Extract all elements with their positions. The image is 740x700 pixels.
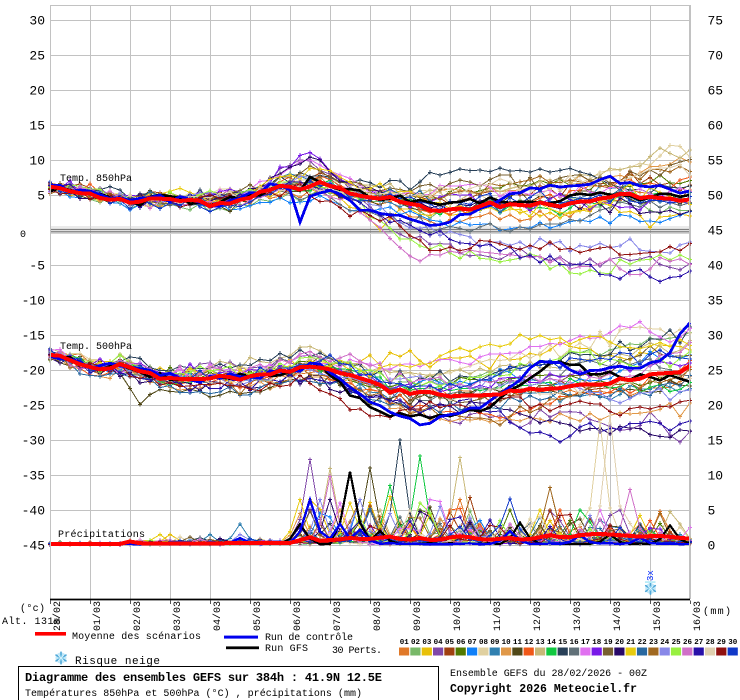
svg-text:03/03: 03/03 — [172, 601, 184, 631]
svg-text:-10: -10 — [22, 294, 45, 309]
svg-text:29: 29 — [717, 639, 727, 647]
svg-text:30: 30 — [728, 639, 738, 647]
svg-text:15: 15 — [558, 639, 568, 647]
svg-text:Run GFS: Run GFS — [265, 644, 308, 655]
svg-text:10: 10 — [502, 639, 512, 647]
svg-text:16: 16 — [570, 639, 580, 647]
svg-text:07: 07 — [468, 639, 477, 647]
svg-text:50: 50 — [708, 189, 724, 204]
svg-text:28: 28 — [706, 639, 716, 647]
svg-text:Temp. 850hPa: Temp. 850hPa — [60, 173, 132, 185]
svg-text:Run de contrôle: Run de contrôle — [265, 632, 353, 644]
svg-text:03: 03 — [422, 639, 432, 647]
svg-text:07/03: 07/03 — [332, 601, 344, 631]
svg-text:22: 22 — [638, 639, 648, 647]
svg-text:-20: -20 — [22, 364, 45, 379]
svg-text:08: 08 — [479, 639, 489, 647]
svg-text:25: 25 — [29, 49, 45, 64]
svg-text:Copyright 2026 Meteociel.fr: Copyright 2026 Meteociel.fr — [450, 683, 637, 696]
svg-text:5: 5 — [708, 504, 716, 519]
svg-text:70: 70 — [708, 49, 724, 64]
svg-text:12/03: 12/03 — [532, 601, 544, 631]
svg-text:15: 15 — [29, 119, 45, 134]
svg-text:55: 55 — [708, 154, 724, 169]
svg-text:01: 01 — [400, 639, 410, 647]
svg-text:25: 25 — [708, 364, 724, 379]
svg-text:10: 10 — [29, 154, 45, 169]
svg-text:Temp. 500hPa: Temp. 500hPa — [60, 341, 132, 353]
svg-text:01/03: 01/03 — [92, 601, 104, 631]
svg-text:-15: -15 — [22, 329, 45, 344]
svg-text:10: 10 — [708, 469, 724, 484]
svg-text:27: 27 — [694, 639, 703, 647]
svg-text:20: 20 — [29, 84, 45, 99]
svg-text:16/03: 16/03 — [692, 601, 704, 631]
svg-text:18: 18 — [592, 639, 602, 647]
svg-text:14/03: 14/03 — [612, 601, 624, 631]
svg-text:24: 24 — [660, 639, 670, 647]
svg-text:Diagramme des ensembles GEFS s: Diagramme des ensembles GEFS sur 384h : … — [25, 671, 382, 685]
svg-text:15: 15 — [708, 434, 724, 449]
svg-text:Alt. 131m: Alt. 131m — [2, 616, 60, 628]
svg-text:30 Perts.: 30 Perts. — [332, 646, 382, 657]
svg-text:0: 0 — [20, 230, 26, 241]
svg-text:-35: -35 — [22, 469, 45, 484]
svg-text:40: 40 — [708, 259, 724, 274]
svg-text:11/03: 11/03 — [492, 601, 504, 631]
svg-text:-25: -25 — [22, 399, 45, 414]
svg-text:12: 12 — [524, 639, 534, 647]
svg-text:45: 45 — [708, 224, 724, 239]
svg-text:30: 30 — [29, 14, 45, 29]
svg-text:21: 21 — [626, 639, 636, 647]
svg-text:04/03: 04/03 — [212, 601, 224, 631]
svg-text:17: 17 — [581, 639, 590, 647]
svg-text:06/03: 06/03 — [292, 601, 304, 631]
svg-text:06: 06 — [456, 639, 466, 647]
svg-text:75: 75 — [708, 14, 724, 29]
svg-text:30: 30 — [708, 329, 724, 344]
svg-text:14: 14 — [547, 639, 557, 647]
svg-text:04: 04 — [434, 639, 444, 647]
svg-text:02: 02 — [411, 639, 421, 647]
svg-text:Précipitations: Précipitations — [58, 529, 145, 541]
svg-text:65: 65 — [708, 84, 724, 99]
svg-text:20: 20 — [615, 639, 625, 647]
svg-text:-45: -45 — [22, 539, 45, 554]
svg-text:08/03: 08/03 — [372, 601, 384, 631]
svg-text:Températures 850hPa et 500hPa: Températures 850hPa et 500hPa (°C) , pré… — [25, 688, 362, 700]
svg-text:35: 35 — [708, 294, 724, 309]
svg-text:60: 60 — [708, 119, 724, 134]
svg-text:(°c): (°c) — [20, 603, 45, 615]
svg-text:5: 5 — [37, 189, 45, 204]
svg-text:Risque neige: Risque neige — [75, 656, 160, 668]
svg-text:11: 11 — [513, 639, 523, 647]
svg-text:13: 13 — [536, 639, 546, 647]
svg-text:10/03: 10/03 — [452, 601, 464, 631]
svg-text:0: 0 — [708, 539, 716, 554]
svg-text:19: 19 — [604, 639, 614, 647]
svg-text:Ensemble GEFS du 28/02/2026 -: Ensemble GEFS du 28/02/2026 - 00Z — [450, 668, 647, 680]
svg-text:09/03: 09/03 — [412, 601, 424, 631]
svg-text:-30: -30 — [22, 434, 45, 449]
svg-text:25: 25 — [672, 639, 682, 647]
svg-text:05: 05 — [445, 639, 455, 647]
svg-text:Moyenne des scénarios: Moyenne des scénarios — [72, 631, 201, 643]
svg-text:20: 20 — [708, 399, 724, 414]
svg-text:(mm): (mm) — [703, 606, 731, 618]
svg-text:-40: -40 — [22, 504, 45, 519]
svg-text:3x: 3x — [646, 570, 656, 581]
svg-text:09: 09 — [490, 639, 500, 647]
svg-text:28/02: 28/02 — [52, 601, 64, 631]
svg-text:-5: -5 — [29, 259, 45, 274]
svg-text:02/03: 02/03 — [132, 601, 144, 631]
svg-text:13/03: 13/03 — [572, 601, 584, 631]
svg-text:23: 23 — [649, 639, 659, 647]
svg-text:05/03: 05/03 — [252, 601, 264, 631]
svg-text:26: 26 — [683, 639, 693, 647]
svg-text:15/03: 15/03 — [652, 601, 664, 631]
